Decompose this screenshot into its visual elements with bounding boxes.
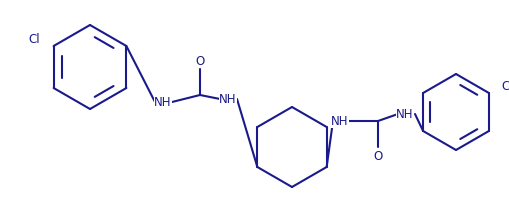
Text: NH: NH	[331, 115, 349, 128]
Text: NH: NH	[154, 96, 172, 109]
Text: Cl: Cl	[28, 33, 40, 46]
Text: O: O	[195, 55, 205, 68]
Text: O: O	[374, 150, 383, 163]
Text: NH: NH	[219, 93, 237, 106]
Text: Cl: Cl	[501, 80, 509, 93]
Text: NH: NH	[396, 108, 414, 121]
